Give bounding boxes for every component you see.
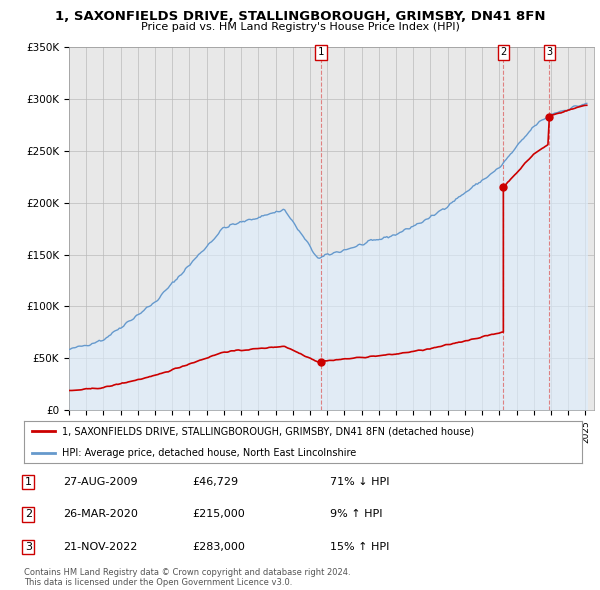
- Text: 1, SAXONFIELDS DRIVE, STALLINGBOROUGH, GRIMSBY, DN41 8FN (detached house): 1, SAXONFIELDS DRIVE, STALLINGBOROUGH, G…: [62, 427, 474, 436]
- Text: 2: 2: [500, 47, 506, 57]
- Text: 1: 1: [25, 477, 32, 487]
- Text: Contains HM Land Registry data © Crown copyright and database right 2024.
This d: Contains HM Land Registry data © Crown c…: [24, 568, 350, 587]
- Text: Price paid vs. HM Land Registry's House Price Index (HPI): Price paid vs. HM Land Registry's House …: [140, 22, 460, 32]
- Text: 21-NOV-2022: 21-NOV-2022: [63, 542, 137, 552]
- Text: 3: 3: [546, 47, 553, 57]
- Text: 15% ↑ HPI: 15% ↑ HPI: [330, 542, 389, 552]
- Text: 71% ↓ HPI: 71% ↓ HPI: [330, 477, 389, 487]
- Text: 3: 3: [25, 542, 32, 552]
- Text: 9% ↑ HPI: 9% ↑ HPI: [330, 510, 383, 519]
- Text: HPI: Average price, detached house, North East Lincolnshire: HPI: Average price, detached house, Nort…: [62, 448, 356, 457]
- Text: £283,000: £283,000: [192, 542, 245, 552]
- Text: 27-AUG-2009: 27-AUG-2009: [63, 477, 137, 487]
- Text: 1, SAXONFIELDS DRIVE, STALLINGBOROUGH, GRIMSBY, DN41 8FN: 1, SAXONFIELDS DRIVE, STALLINGBOROUGH, G…: [55, 10, 545, 23]
- Text: 26-MAR-2020: 26-MAR-2020: [63, 510, 138, 519]
- Text: 2: 2: [25, 510, 32, 519]
- Text: £46,729: £46,729: [192, 477, 238, 487]
- Text: £215,000: £215,000: [192, 510, 245, 519]
- Text: 1: 1: [318, 47, 324, 57]
